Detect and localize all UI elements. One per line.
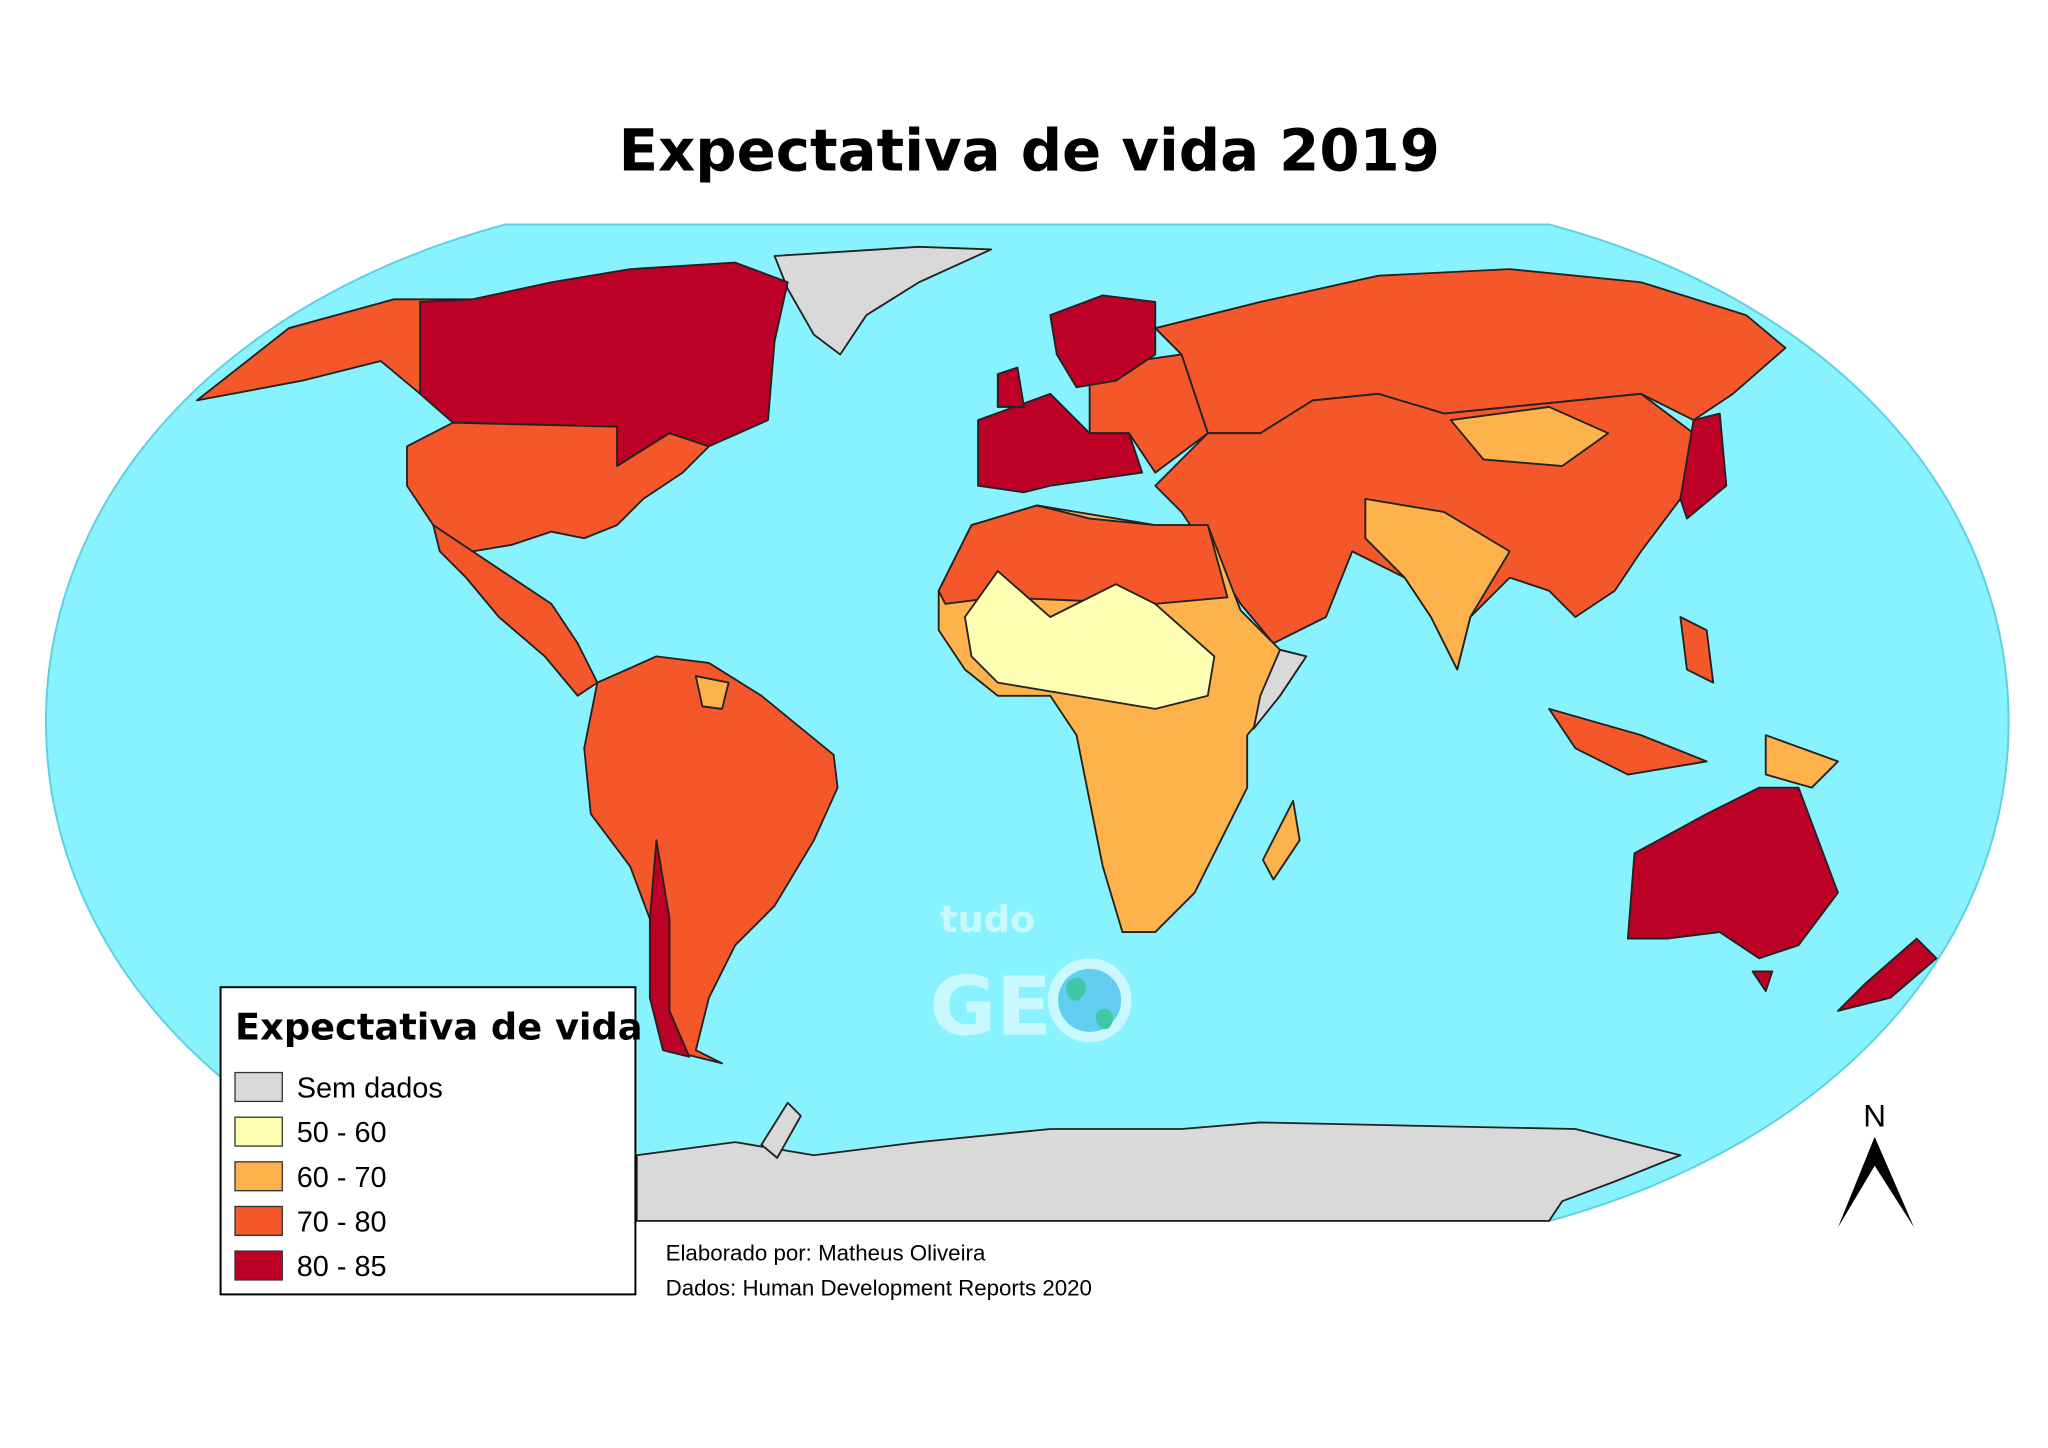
greenland [773,245,993,356]
watermark-ge: GE [929,959,1051,1054]
north-label: N [1863,1097,1886,1133]
legend-swatch-70-80 [234,1205,283,1236]
madagascar [1262,799,1301,881]
mongolia [1449,406,1610,467]
globe-icon [1047,958,1132,1043]
chile [648,839,691,1058]
philippines [1679,616,1715,684]
globe-land-icon [1066,977,1114,1030]
horn-of-africa [1252,648,1308,730]
new-zealand [1837,937,1938,1012]
watermark: tudo GE [929,898,1132,1054]
antarctic-peninsula [760,1101,802,1159]
antarctica [635,1121,1682,1222]
credit-source: Dados: Human Development Reports 2020 [666,1276,1092,1301]
north-arrow: N [1837,1097,1915,1228]
japan [1679,412,1728,520]
tasmania [1751,970,1774,993]
map-title: Expectativa de vida 2019 [619,117,1440,185]
usa [406,421,710,553]
legend: Expectativa de vida Sem dados 50 - 60 60… [219,986,643,1296]
legend-swatch-80-85 [234,1250,283,1281]
guyana [694,675,730,710]
legend-swatch-50-60 [234,1116,283,1147]
watermark-tudo: tudo [940,898,1035,941]
scandinavia [1049,294,1157,389]
countries [196,245,1938,1222]
india [1364,497,1511,671]
indonesia [1548,707,1708,776]
legend-swatch-60-70 [234,1161,283,1192]
legend-label: 50 - 60 [297,1117,387,1149]
legend-label: 70 - 80 [297,1206,387,1238]
credit-author: Elaborado por: Matheus Oliveira [666,1240,986,1265]
legend-label: Sem dados [297,1072,443,1104]
uk [996,366,1025,408]
south-america [583,655,839,1065]
western-europe [977,392,1144,494]
legend-box [219,986,637,1296]
mexico-central-america [432,524,599,697]
legend-title: Expectativa de vida [235,1006,643,1049]
australia [1626,786,1839,960]
sahel [964,570,1216,710]
north-arrow-icon [1837,1136,1915,1228]
legend-label: 60 - 70 [297,1162,387,1194]
papua-new-guinea [1764,734,1839,789]
legend-swatch-no-data [234,1071,283,1103]
legend-label: 80 - 85 [297,1251,387,1283]
alaska [196,298,474,402]
